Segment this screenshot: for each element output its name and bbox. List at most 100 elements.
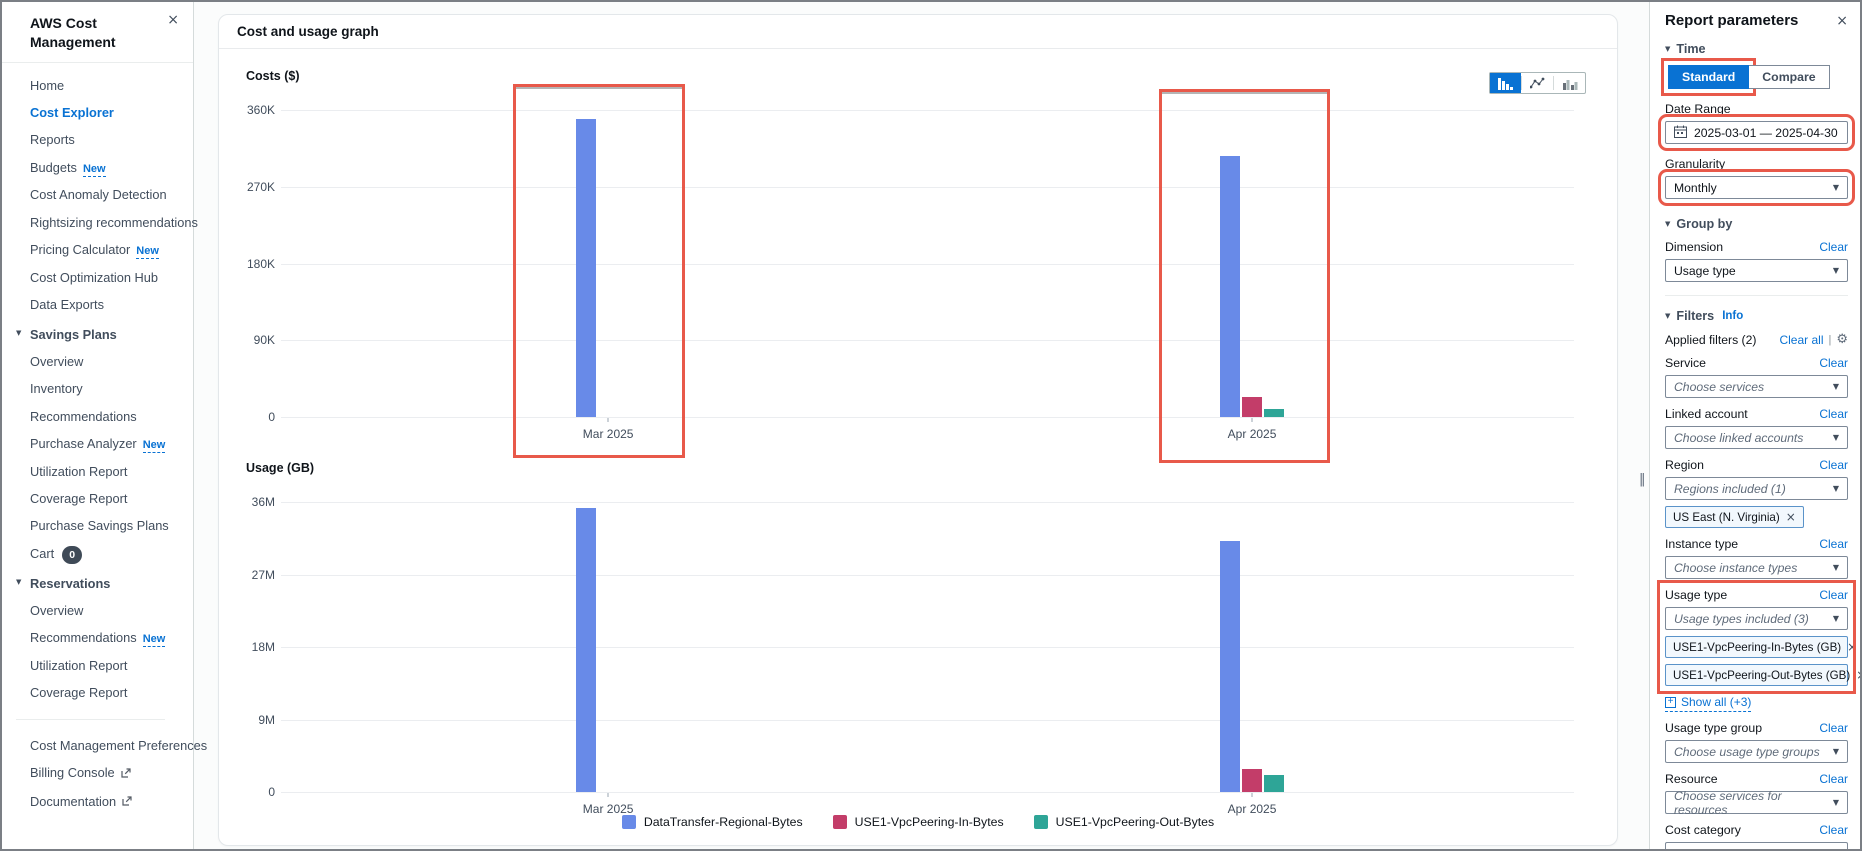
legend-item-datatransfer-regional-bytes[interactable]: DataTransfer-Regional-Bytes: [621, 815, 803, 829]
section-time[interactable]: ▼ Time: [1665, 42, 1848, 56]
costs-chart: Costs ($) 360K 270K 180K 90K 0 Mar 2025 Apr 2…: [219, 59, 1617, 451]
clear-link[interactable]: Clear: [1819, 407, 1848, 421]
clear-link[interactable]: Clear: [1819, 537, 1848, 551]
calendar-icon: [1674, 125, 1687, 141]
usage-plot-area: [281, 502, 1574, 797]
panel-resize-handle[interactable]: ‖: [1639, 472, 1646, 487]
info-link[interactable]: Info: [1722, 310, 1744, 322]
bar-use1-vpcpeering-in-bytes[interactable]: [1242, 768, 1263, 792]
costs-y-axis: 360K 270K 180K 90K 0: [219, 103, 275, 424]
bar-datatransfer-regional-bytes[interactable]: [1220, 540, 1241, 792]
filter-field-zone: Region Clear Regions included (1) ▼ US East …: [1665, 458, 1848, 528]
sidebar-item-billing-console[interactable]: Billing Console: [30, 763, 183, 784]
bar-datatransfer-regional-bytes[interactable]: [1220, 156, 1241, 417]
x-axis-tick: [607, 418, 609, 422]
sidebar-item-inventory[interactable]: Inventory: [30, 379, 183, 399]
sidebar-item-label: Data Exports: [30, 296, 104, 312]
close-icon[interactable]: ×: [167, 12, 179, 28]
sidebar-item-label: Coverage Report: [30, 490, 128, 506]
sidebar-item-utilization-report[interactable]: Utilization Report: [30, 462, 183, 482]
sidebar-item-home[interactable]: Home: [30, 76, 183, 96]
clear-link[interactable]: Clear: [1819, 588, 1848, 602]
filter-field-linked-account: Linked account Clear Choose linked account…: [1665, 407, 1848, 449]
filter-field-zone: Cost category Clear Choose cost categories…: [1665, 823, 1848, 849]
token-remove-icon[interactable]: ×: [1785, 510, 1796, 524]
bar-datatransfer-regional-bytes[interactable]: [576, 118, 597, 417]
sidebar-section-reservations[interactable]: ▼ Reservations: [16, 574, 183, 594]
x-tick-label: Apr 2025: [1227, 427, 1277, 441]
sidebar-item-budgets[interactable]: Budgets New: [30, 158, 183, 178]
filter-field-zone: Linked account Clear Choose linked account…: [1665, 407, 1848, 449]
gear-icon[interactable]: ⚙: [1836, 332, 1848, 347]
stacked-bar-chart-icon[interactable]: [1554, 73, 1585, 93]
bar-chart-icon[interactable]: [1490, 73, 1521, 93]
dropdown-region[interactable]: Regions included (1) ▼: [1665, 477, 1848, 500]
clear-link[interactable]: Clear: [1819, 823, 1848, 837]
filter-field-resource: Resource Clear Choose services for resourc…: [1665, 772, 1848, 817]
granularity-dropdown[interactable]: Monthly ▼: [1658, 169, 1855, 206]
dropdown-usage-type-group[interactable]: Choose usage type groups ▼: [1665, 740, 1848, 763]
sidebar-item-cost-management-preferences[interactable]: Cost Management Preferences: [30, 736, 207, 756]
toolbar-separator: [1553, 76, 1554, 90]
show-all-label: Show all (+3): [1681, 695, 1752, 709]
dropdown-cost-category[interactable]: Choose cost categories▼: [1665, 842, 1848, 849]
gridline: [281, 574, 1574, 576]
new-badge: New: [136, 244, 159, 259]
dropdown-resource[interactable]: Choose services for resources ▼: [1665, 789, 1848, 817]
sidebar-item-cost-optimization-hub[interactable]: Cost Optimization Hub: [30, 268, 183, 288]
dimension-dropdown[interactable]: Usage type ▼: [1665, 259, 1848, 282]
sidebar-item-cost-anomaly-detection[interactable]: Cost Anomaly Detection: [30, 185, 183, 205]
sidebar-item-recommendations[interactable]: Recommendations New: [30, 628, 183, 648]
dropdown-service[interactable]: Choose services ▼: [1665, 375, 1848, 398]
bar-use1-vpcpeering-out-bytes[interactable]: [1264, 409, 1285, 417]
sidebar-item-purchase-analyzer[interactable]: Purchase Analyzer New: [30, 434, 183, 454]
line-chart-icon[interactable]: [1522, 73, 1553, 93]
clear-link[interactable]: Clear: [1819, 458, 1848, 472]
sidebar-item-coverage-report[interactable]: Coverage Report: [30, 683, 183, 703]
close-icon[interactable]: ×: [1836, 13, 1848, 29]
field-head: Cost category Clear: [1665, 823, 1848, 837]
report-parameters-panel: Report parameters × ▼ Time Standard Comp…: [1649, 2, 1860, 849]
sidebar-item-label: Utilization Report: [30, 657, 128, 673]
clear-all-link[interactable]: Clear all: [1779, 332, 1824, 347]
clear-link[interactable]: Clear: [1819, 772, 1848, 786]
sidebar-item-reports[interactable]: Reports: [30, 130, 183, 150]
usage-chart-title: Usage (GB): [246, 461, 315, 475]
clear-link[interactable]: Clear: [1819, 721, 1848, 735]
sidebar-item-cost-explorer[interactable]: Cost Explorer: [30, 103, 183, 123]
token-remove-icon[interactable]: ×: [1847, 640, 1858, 654]
sidebar-item-label: Inventory: [30, 381, 83, 397]
dropdown-instance-type[interactable]: Choose instance types ▼: [1665, 556, 1848, 579]
sidebar-item-coverage-report[interactable]: Coverage Report: [30, 489, 183, 509]
clear-link[interactable]: Clear: [1819, 240, 1848, 254]
bar-use1-vpcpeering-out-bytes[interactable]: [1264, 775, 1285, 792]
sidebar-item-overview[interactable]: Overview: [30, 601, 183, 621]
legend-item-use1-vpcpeering-in-bytes[interactable]: USE1-VpcPeering-In-Bytes: [832, 815, 1004, 829]
sidebar-item-purchase-savings-plans[interactable]: Purchase Savings Plans: [30, 516, 183, 536]
sidebar-section-savings-plans[interactable]: ▼ Savings Plans: [16, 325, 183, 345]
legend-item-use1-vpcpeering-out-bytes[interactable]: USE1-VpcPeering-Out-Bytes: [1033, 815, 1214, 829]
section-group-by[interactable]: ▼ Group by: [1665, 217, 1848, 231]
date-range-input[interactable]: 2025-03-01 — 2025-04-30: [1658, 114, 1855, 151]
token-remove-icon[interactable]: ×: [1856, 668, 1860, 682]
section-filters[interactable]: ▼ Filters Info: [1665, 309, 1848, 323]
dropdown-value: Choose instance types: [1674, 560, 1798, 575]
sidebar-item-rightsizing-recommendations[interactable]: Rightsizing recommendations: [30, 213, 198, 233]
dropdown-usage-type[interactable]: Usage types included (3) ▼: [1665, 607, 1848, 630]
sidebar-item-overview[interactable]: Overview: [30, 352, 183, 372]
bar-use1-vpcpeering-in-bytes[interactable]: [1242, 396, 1263, 417]
sidebar-item-utilization-report[interactable]: Utilization Report: [30, 656, 183, 676]
dropdown-value: Choose cost categories: [1674, 847, 1801, 850]
dropdown-linked-account[interactable]: Choose linked accounts ▼: [1665, 426, 1848, 449]
compare-mode-button[interactable]: Compare: [1749, 65, 1830, 89]
sidebar-item-pricing-calculator[interactable]: Pricing Calculator New: [30, 240, 183, 260]
show-all-link[interactable]: + Show all (+3): [1665, 695, 1752, 712]
bar-datatransfer-regional-bytes[interactable]: [576, 508, 597, 792]
sidebar-item-recommendations[interactable]: Recommendations: [30, 407, 183, 427]
clear-link[interactable]: Clear: [1819, 356, 1848, 370]
sidebar-header: AWS Cost Management ×: [2, 2, 193, 62]
sidebar-item-cart[interactable]: Cart 0: [30, 544, 183, 564]
sidebar-item-data-exports[interactable]: Data Exports: [30, 295, 183, 315]
sidebar-item-documentation[interactable]: Documentation: [30, 792, 183, 813]
standard-mode-button[interactable]: Standard: [1660, 58, 1757, 96]
